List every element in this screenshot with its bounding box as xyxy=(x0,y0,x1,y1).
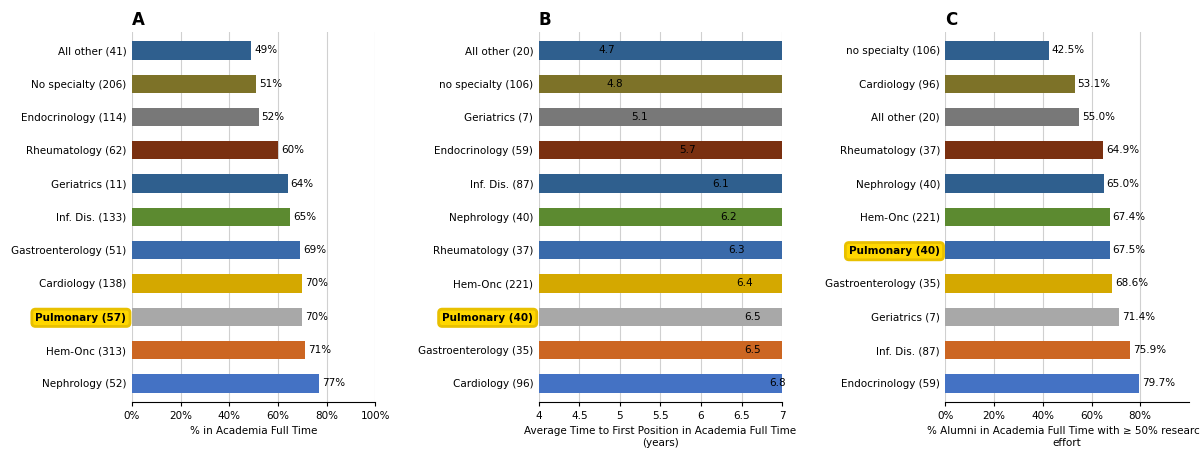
Text: 42.5%: 42.5% xyxy=(1052,45,1085,56)
X-axis label: % Alumni in Academia Full Time with ≥ 50% research
effort: % Alumni in Academia Full Time with ≥ 50… xyxy=(928,426,1200,448)
Text: 6.3: 6.3 xyxy=(728,245,745,255)
Text: 4.7: 4.7 xyxy=(599,45,616,56)
Text: 6.8: 6.8 xyxy=(769,378,786,388)
Text: 65%: 65% xyxy=(293,212,316,222)
Bar xyxy=(946,241,1110,259)
Text: 67.4%: 67.4% xyxy=(1112,212,1146,222)
Bar xyxy=(946,174,1104,193)
Bar xyxy=(132,208,290,226)
Text: 53.1%: 53.1% xyxy=(1078,78,1111,89)
Bar xyxy=(132,174,288,193)
Text: 67.5%: 67.5% xyxy=(1112,245,1146,255)
Text: 68.6%: 68.6% xyxy=(1115,279,1148,289)
Bar xyxy=(539,241,1050,259)
Bar xyxy=(132,108,258,126)
Text: 6.5: 6.5 xyxy=(744,345,761,355)
Text: C: C xyxy=(946,11,958,29)
Bar xyxy=(946,274,1112,293)
Bar xyxy=(539,308,1066,326)
Bar xyxy=(132,308,302,326)
Text: 6.1: 6.1 xyxy=(712,179,728,189)
Bar xyxy=(539,341,1066,359)
Text: B: B xyxy=(539,11,551,29)
Text: 49%: 49% xyxy=(254,45,277,56)
X-axis label: % in Academia Full Time: % in Academia Full Time xyxy=(190,426,317,437)
Bar xyxy=(539,108,953,126)
Bar xyxy=(132,41,251,60)
Text: 5.1: 5.1 xyxy=(631,112,648,122)
Text: 6.4: 6.4 xyxy=(737,279,752,289)
Text: 6.5: 6.5 xyxy=(744,312,761,322)
Text: 75.9%: 75.9% xyxy=(1133,345,1166,355)
Text: 65.0%: 65.0% xyxy=(1106,179,1140,189)
Text: 6.2: 6.2 xyxy=(720,212,737,222)
Bar xyxy=(132,341,305,359)
Text: 60%: 60% xyxy=(281,146,304,155)
Bar xyxy=(132,274,302,293)
Bar xyxy=(539,274,1058,293)
Text: 52%: 52% xyxy=(262,112,284,122)
Bar xyxy=(946,108,1079,126)
Bar xyxy=(539,208,1042,226)
Text: 64.9%: 64.9% xyxy=(1106,146,1140,155)
Text: 77%: 77% xyxy=(323,378,346,388)
Bar xyxy=(132,374,319,392)
Bar xyxy=(539,41,920,60)
Bar xyxy=(946,308,1120,326)
Text: 55.0%: 55.0% xyxy=(1082,112,1115,122)
Bar xyxy=(946,341,1130,359)
Text: 70%: 70% xyxy=(305,312,329,322)
Bar xyxy=(946,374,1140,392)
Bar xyxy=(946,74,1075,93)
Text: 79.7%: 79.7% xyxy=(1142,378,1176,388)
Bar xyxy=(132,74,256,93)
Bar xyxy=(539,74,928,93)
Bar xyxy=(539,141,1001,159)
Text: 5.7: 5.7 xyxy=(679,146,696,155)
X-axis label: Average Time to First Position in Academia Full Time
(years): Average Time to First Position in Academ… xyxy=(524,426,797,448)
Text: 51%: 51% xyxy=(259,78,282,89)
Bar xyxy=(946,41,1049,60)
Bar xyxy=(946,141,1104,159)
Text: 4.8: 4.8 xyxy=(606,78,623,89)
Bar xyxy=(132,141,278,159)
Bar xyxy=(132,241,300,259)
Text: 71%: 71% xyxy=(307,345,331,355)
Text: 69%: 69% xyxy=(302,245,326,255)
Text: A: A xyxy=(132,11,145,29)
Text: 64%: 64% xyxy=(290,179,313,189)
Bar xyxy=(946,208,1110,226)
Text: 70%: 70% xyxy=(305,279,329,289)
Bar xyxy=(539,374,1091,392)
Bar xyxy=(539,174,1033,193)
Text: 71.4%: 71.4% xyxy=(1122,312,1156,322)
